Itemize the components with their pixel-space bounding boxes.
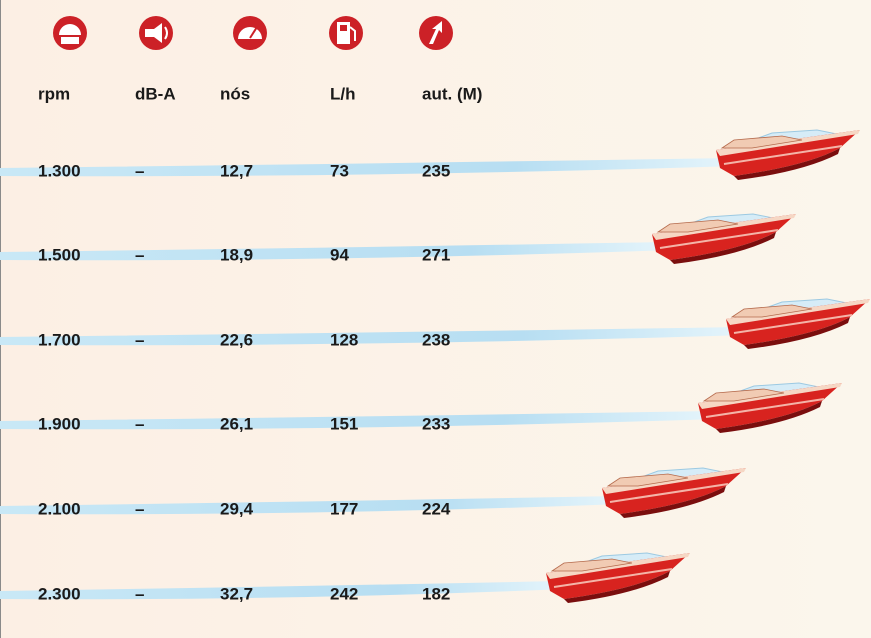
cell: 151 [330, 414, 358, 433]
cell: 1.700 [38, 330, 81, 349]
cell: 238 [422, 330, 450, 349]
column-header: L/h [330, 84, 356, 103]
column-header: aut. (M) [422, 84, 482, 103]
cell: 182 [422, 584, 450, 603]
cell: – [135, 414, 144, 433]
wake [0, 411, 719, 430]
column-header: dB-A [135, 84, 176, 103]
cell: 22,6 [220, 330, 253, 349]
cell: 233 [422, 414, 450, 433]
table: rpm dB-A nós L/h aut. (M) 1.300 – 12,7 73 235 1.50… [0, 84, 871, 604]
cell: 177 [330, 499, 358, 518]
cell: – [135, 161, 144, 180]
wake [0, 581, 567, 600]
cell: 94 [330, 245, 349, 264]
column-header: rpm [38, 84, 70, 103]
header-icons [53, 16, 453, 50]
cell: 2.300 [38, 584, 81, 603]
cell: 29,4 [220, 499, 254, 518]
wake [0, 158, 737, 177]
cell: 32,7 [220, 584, 253, 603]
cell: 2.100 [38, 499, 81, 518]
cell: – [135, 330, 144, 349]
wake [0, 242, 673, 261]
cell: 73 [330, 161, 349, 180]
cell: 1.500 [38, 245, 81, 264]
cell: 224 [422, 499, 451, 518]
cell: – [135, 584, 144, 603]
cell: 235 [422, 161, 450, 180]
cell: 242 [330, 584, 358, 603]
wake [0, 496, 623, 515]
wake [0, 327, 747, 346]
cell: 1.300 [38, 161, 81, 180]
cell: – [135, 499, 144, 518]
cell: – [135, 245, 144, 264]
cell: 128 [330, 330, 358, 349]
cell: 271 [422, 245, 450, 264]
column-header: nós [220, 84, 250, 103]
cell: 12,7 [220, 161, 253, 180]
cell: 1.900 [38, 414, 81, 433]
cell: 26,1 [220, 414, 253, 433]
cell: 18,9 [220, 245, 253, 264]
